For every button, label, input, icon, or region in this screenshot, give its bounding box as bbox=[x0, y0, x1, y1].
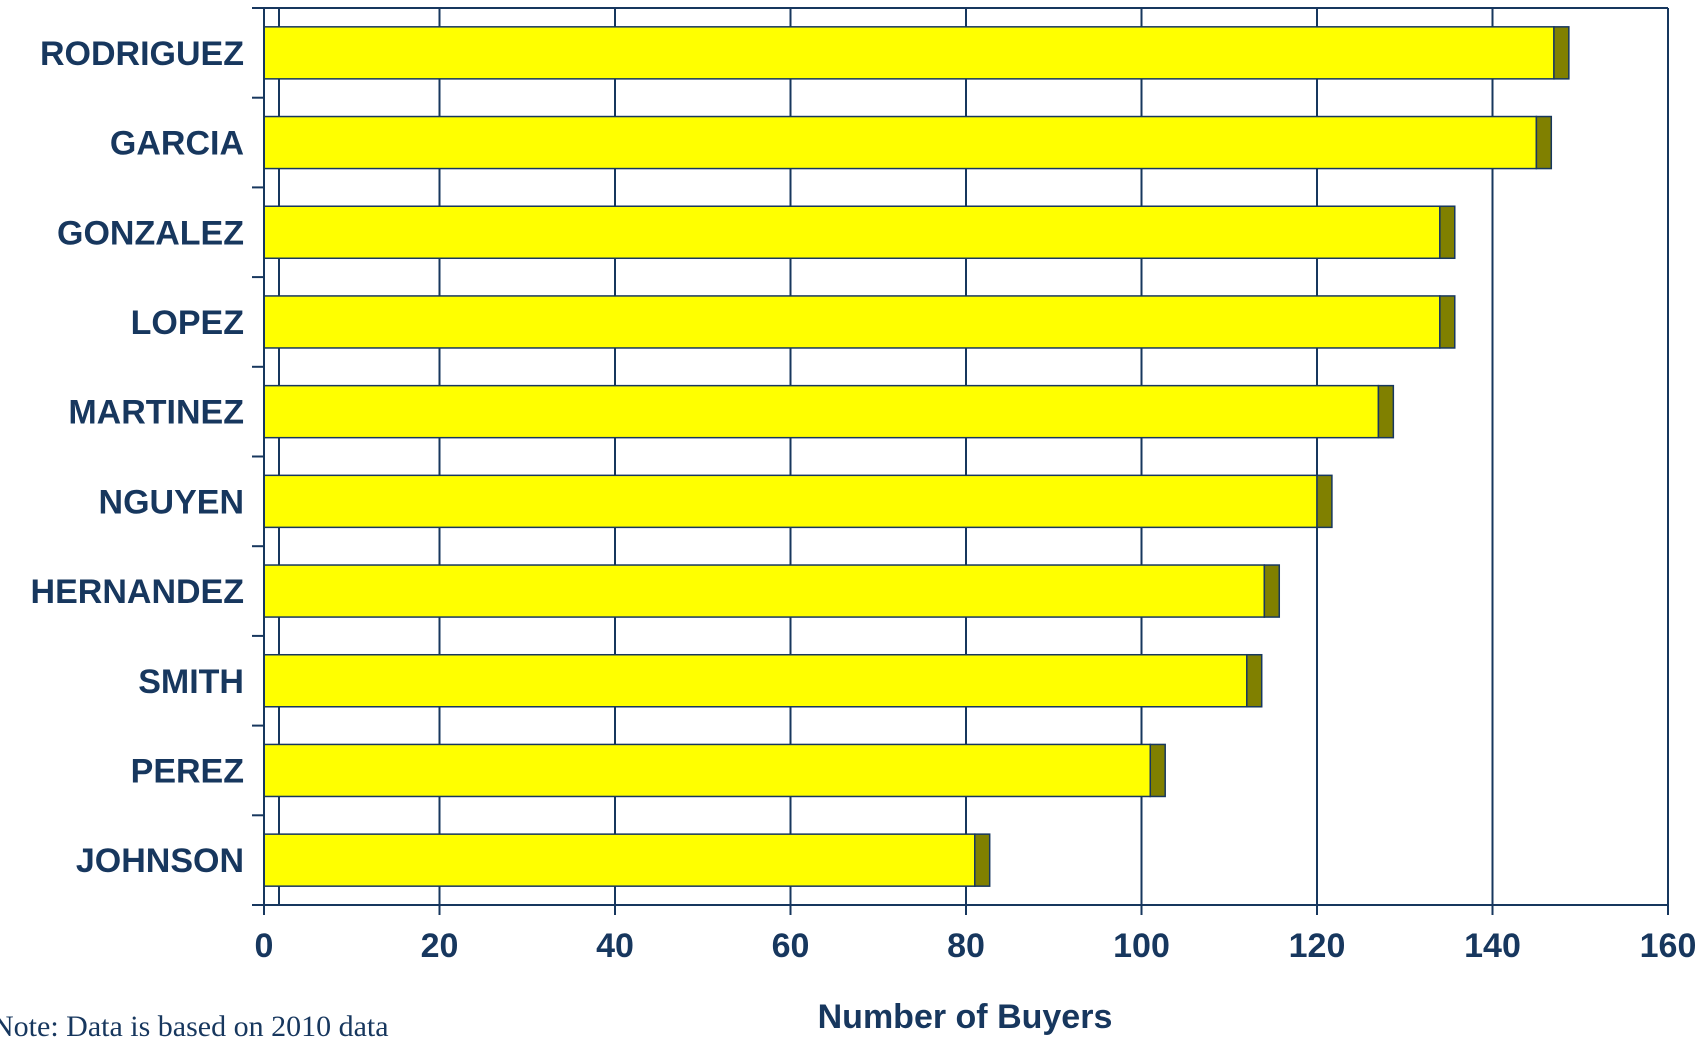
x-tick-label-40: 40 bbox=[596, 927, 634, 965]
bar-johnson-cap bbox=[974, 833, 991, 887]
bar-hernandez bbox=[263, 564, 1266, 618]
category-label-garcia: GARCIA bbox=[110, 125, 244, 163]
bar-rodriguez bbox=[263, 26, 1555, 80]
x-tick-label-0: 0 bbox=[255, 927, 274, 965]
bar-nguyen-cap bbox=[1316, 474, 1333, 529]
category-label-smith: SMITH bbox=[138, 663, 244, 701]
x-tick-label-100: 100 bbox=[1113, 927, 1170, 965]
bar-garcia-cap bbox=[1535, 115, 1553, 170]
bar-smith-cap bbox=[1246, 653, 1263, 708]
bar-martinez-cap bbox=[1377, 384, 1395, 439]
x-tick-label-60: 60 bbox=[772, 927, 810, 965]
bar-rodriguez-cap bbox=[1553, 26, 1570, 80]
bar-perez bbox=[263, 743, 1152, 798]
bar-smith bbox=[263, 653, 1248, 708]
bar-lopez-cap bbox=[1439, 295, 1456, 349]
bar-lopez bbox=[263, 295, 1441, 349]
x-tick-label-120: 120 bbox=[1289, 927, 1346, 965]
x-tick-label-160: 160 bbox=[1640, 927, 1697, 965]
footnote: Note: Data is based on 2010 data bbox=[0, 1010, 389, 1039]
category-label-perez: PEREZ bbox=[131, 752, 244, 790]
bars bbox=[263, 26, 1570, 887]
x-tick-label-80: 80 bbox=[947, 927, 985, 965]
category-label-hernandez: HERNANDEZ bbox=[31, 573, 244, 611]
x-tick-label-20: 20 bbox=[421, 927, 459, 965]
x-tick-label-140: 140 bbox=[1464, 927, 1521, 965]
category-label-martinez: MARTINEZ bbox=[68, 394, 244, 432]
category-label-johnson: JOHNSON bbox=[76, 842, 244, 880]
category-label-gonzalez: GONZALEZ bbox=[57, 214, 244, 252]
bar-gonzalez-cap bbox=[1439, 205, 1456, 260]
labels: 0 20 40 60 80 100 120 140 160 RODRIGUEZ GARCIA GONZ… bbox=[31, 35, 1697, 965]
axes bbox=[252, 7, 1669, 915]
category-label-lopez: LOPEZ bbox=[131, 304, 244, 342]
bar-nguyen bbox=[263, 474, 1318, 529]
bar-hernandez-cap bbox=[1263, 564, 1281, 618]
bar-johnson bbox=[263, 833, 976, 887]
category-label-nguyen: NGUYEN bbox=[99, 483, 244, 521]
category-label-rodriguez: RODRIGUEZ bbox=[40, 35, 244, 73]
bar-perez-cap bbox=[1149, 743, 1166, 798]
bar-martinez bbox=[263, 384, 1380, 439]
bar-gonzalez bbox=[263, 205, 1441, 260]
bar-garcia bbox=[263, 115, 1538, 170]
x-axis-title: Number of Buyers bbox=[818, 998, 1113, 1036]
